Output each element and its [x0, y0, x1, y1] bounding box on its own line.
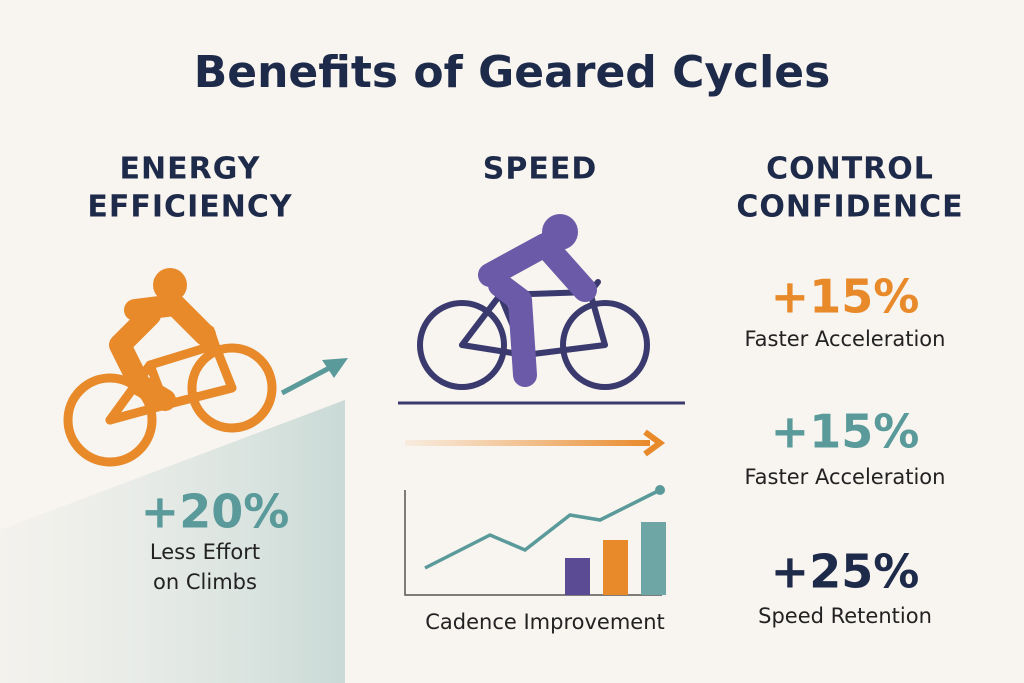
heading: SPEED: [483, 152, 597, 187]
mini-chart-icon: [404, 485, 666, 596]
heading: ENERGY: [120, 152, 261, 187]
stat-value: +25%: [771, 545, 920, 599]
stat-caption: on Climbs: [153, 570, 257, 594]
heading: CONTROL: [766, 152, 934, 187]
arrow: [280, 362, 337, 396]
stat-value: +20%: [141, 485, 290, 539]
stat-caption: Faster Acceleration: [745, 465, 946, 489]
chart-caption: Cadence Improvement: [425, 610, 665, 634]
stat-caption: Faster Acceleration: [745, 327, 946, 351]
stat-caption: Less Effort: [150, 540, 260, 564]
arrow-head: [643, 429, 666, 457]
arrow: [405, 440, 650, 446]
stat-value: +15%: [771, 270, 920, 324]
rider: [478, 214, 597, 387]
heading: CONFIDENCE: [736, 190, 963, 225]
title: Benefits of Geared Cycles: [194, 47, 831, 98]
stat-value: +15%: [771, 405, 920, 459]
slope: [0, 400, 345, 683]
arrow-head: [322, 358, 348, 378]
stat-caption: Speed Retention: [758, 604, 932, 628]
cyclist-icon: [63, 268, 277, 467]
heading: EFFICIENCY: [87, 190, 292, 225]
